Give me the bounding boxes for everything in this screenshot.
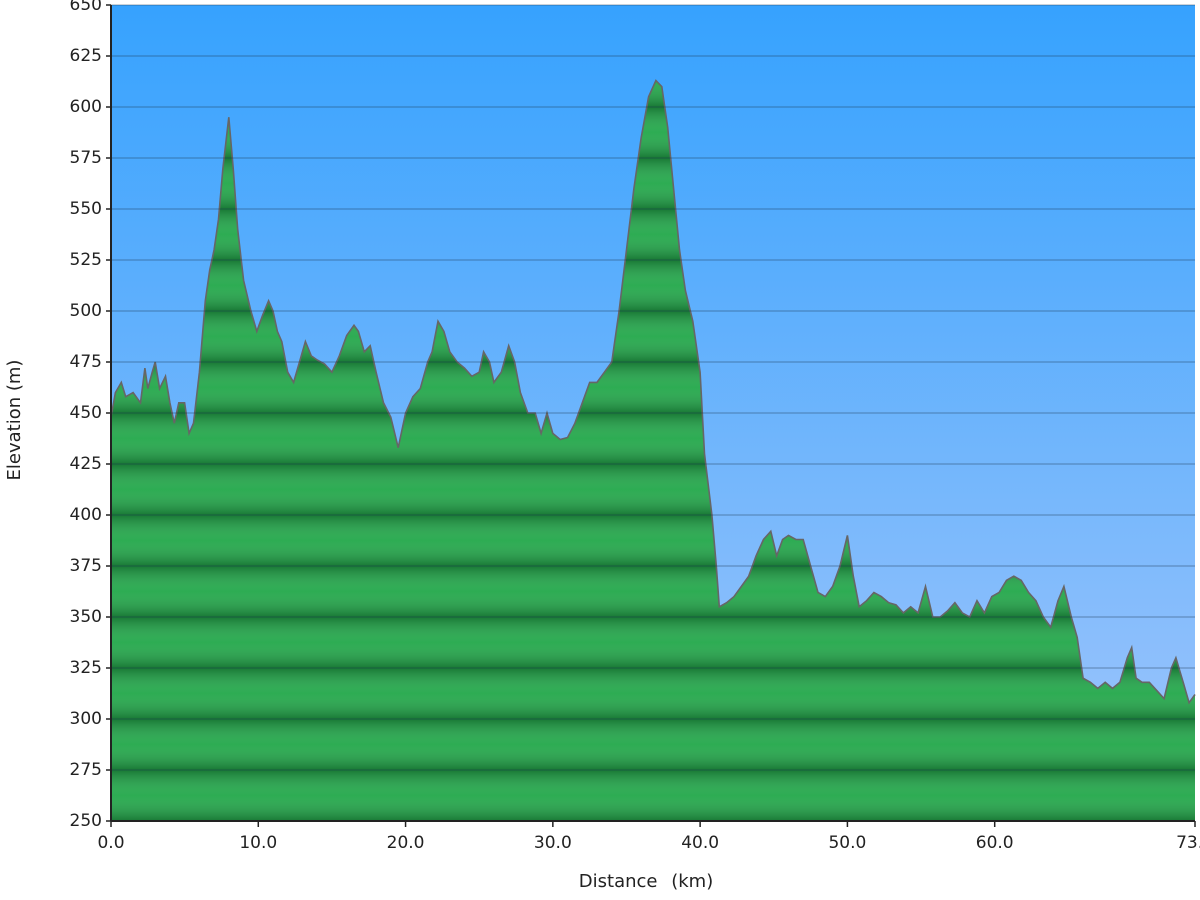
y-tick-label: 550	[70, 199, 102, 219]
x-tick-label: 50.0	[828, 833, 866, 853]
elevation-area	[111, 80, 1195, 821]
y-tick-label: 625	[70, 46, 102, 66]
y-tick-label: 350	[70, 607, 102, 627]
x-tick-label: 40.0	[681, 833, 719, 853]
y-tick-label: 500	[70, 301, 102, 321]
y-tick-label: 400	[70, 505, 102, 525]
y-tick-label: 250	[70, 811, 102, 831]
elevation-outline	[110, 79, 1196, 705]
x-tick-label: 30.0	[534, 833, 572, 853]
y-tick-label: 600	[70, 97, 102, 117]
x-tick-label: 10.0	[239, 833, 277, 853]
x-tick-label: 73.6	[1176, 833, 1200, 853]
y-tick-label: 450	[70, 403, 102, 423]
x-axis-title: Distance (km)	[579, 871, 713, 892]
y-tick-label: 375	[70, 556, 102, 576]
x-tick-label: 0.0	[97, 833, 124, 853]
y-tick-label: 525	[70, 250, 102, 270]
y-tick-label: 425	[70, 454, 102, 474]
x-tick-label: 60.0	[976, 833, 1014, 853]
y-tick-label: 575	[70, 148, 102, 168]
y-tick-label: 325	[70, 658, 102, 678]
y-axis-title: Elevation (m)	[4, 360, 25, 481]
y-tick-label: 275	[70, 760, 102, 780]
y-tick-label: 650	[70, 0, 102, 15]
y-tick-label: 300	[70, 709, 102, 729]
y-tick-label: 475	[70, 352, 102, 372]
x-tick-label: 20.0	[387, 833, 425, 853]
area-layer	[110, 79, 1196, 821]
